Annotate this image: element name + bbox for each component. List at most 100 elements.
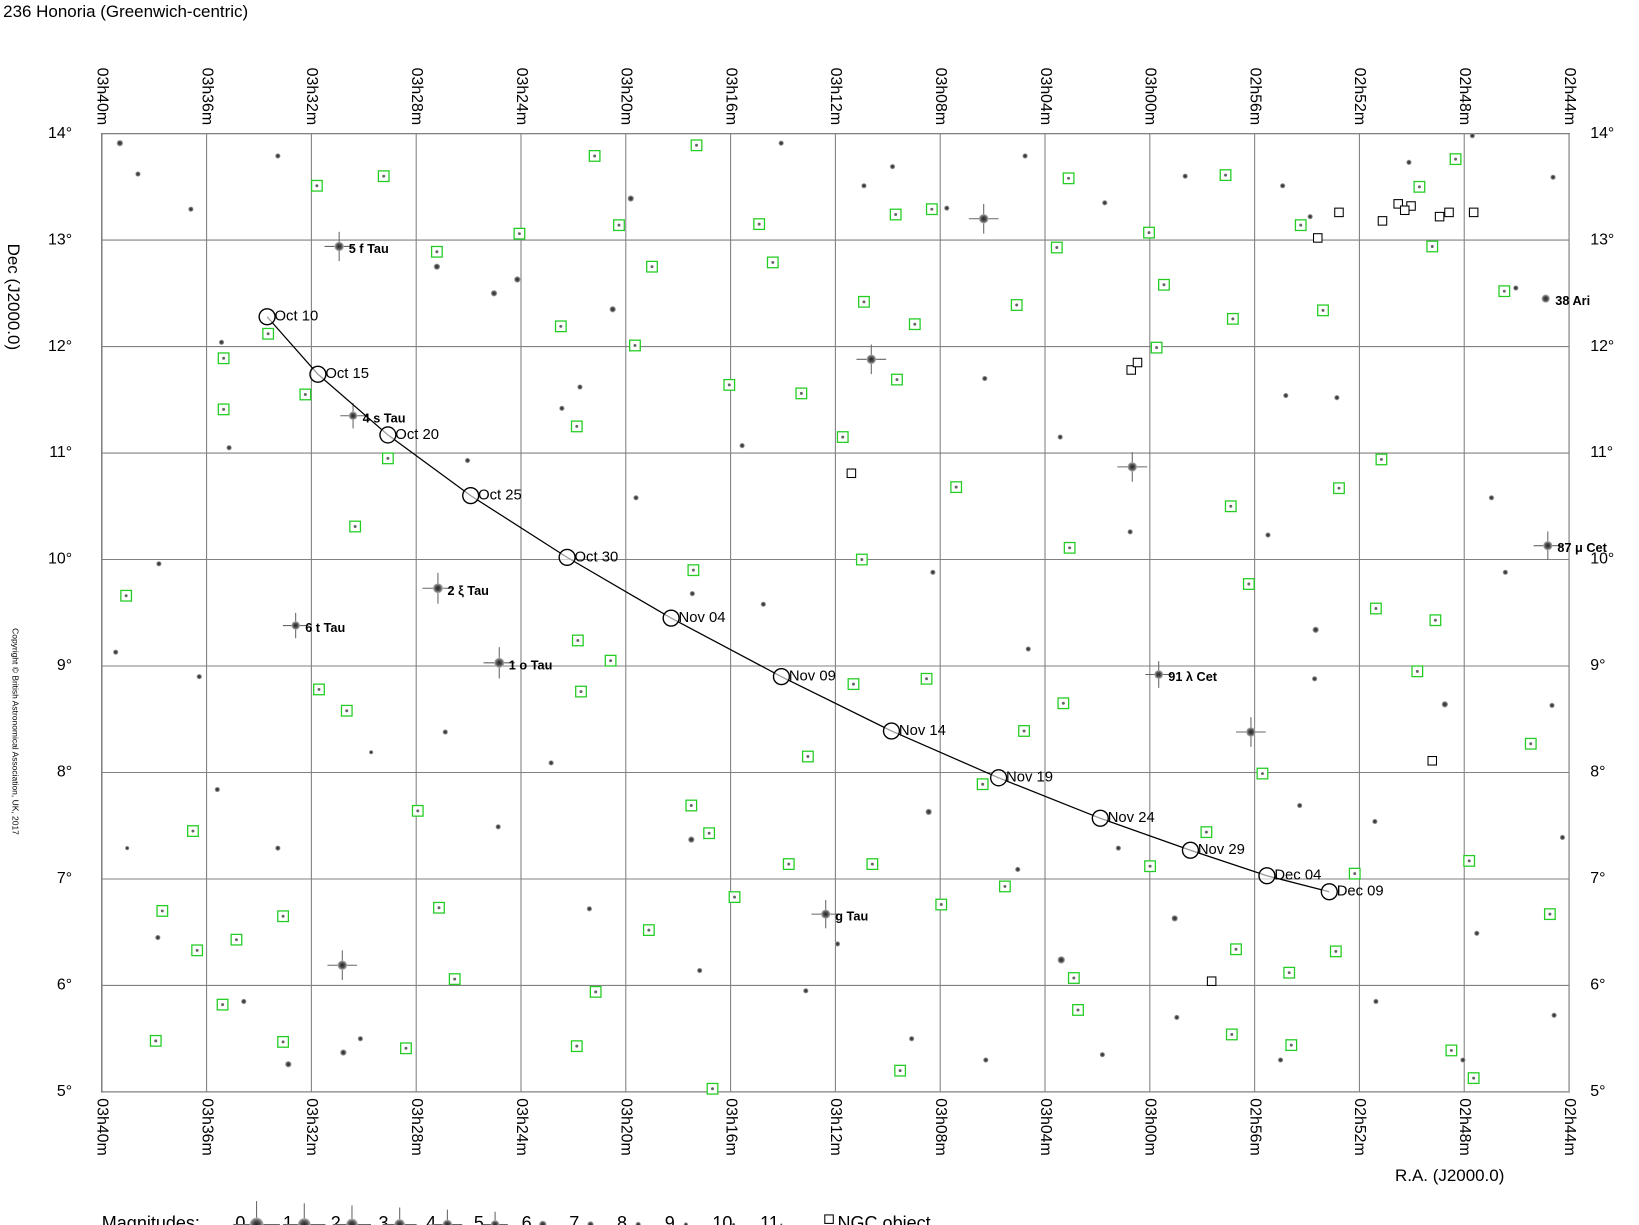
star xyxy=(340,1049,347,1056)
x-tick-label-top: 03h04m xyxy=(1037,68,1054,125)
star xyxy=(1015,866,1021,873)
galaxy-core xyxy=(195,948,199,952)
x-tick-label-top: 03h08m xyxy=(932,68,949,125)
galaxy-core xyxy=(404,1046,408,1050)
star-label: g Tau xyxy=(835,909,868,924)
legend-magnitude: 0 xyxy=(235,1213,245,1225)
named-star xyxy=(1541,294,1550,303)
star xyxy=(908,1036,915,1042)
star xyxy=(1057,434,1063,440)
legend-star xyxy=(732,1222,736,1225)
galaxy-core xyxy=(1529,742,1533,746)
y-tick-label-left: 8° xyxy=(57,764,72,781)
ngc-object xyxy=(1334,207,1344,218)
galaxy-core xyxy=(689,804,693,807)
legend-star xyxy=(490,1220,500,1225)
x-tick-label-top: 02h56m xyxy=(1246,68,1263,125)
star-label: 5 f Tau xyxy=(349,241,389,256)
track-point xyxy=(1091,809,1109,827)
star xyxy=(1550,174,1556,180)
galaxy-core xyxy=(1287,971,1291,975)
galaxy-core xyxy=(930,207,934,211)
field-stars xyxy=(113,133,1566,1068)
galaxy-core xyxy=(517,232,521,236)
named-star xyxy=(494,657,505,668)
named-star xyxy=(334,241,344,252)
track-point xyxy=(772,668,791,686)
track-label: Nov 04 xyxy=(679,610,726,626)
named-star xyxy=(1543,541,1553,551)
galaxy-core xyxy=(416,809,420,813)
x-tick-label-top: 03h40m xyxy=(94,68,111,125)
star xyxy=(861,183,867,189)
galaxy-core xyxy=(593,154,597,158)
star xyxy=(442,729,448,735)
galaxy-core xyxy=(353,525,357,528)
y-tick-label-left: 10° xyxy=(48,551,72,568)
x-tick-label-bottom: 03h24m xyxy=(513,1098,530,1155)
y-tick-label-right: 9° xyxy=(1590,657,1605,674)
galaxy-core xyxy=(841,435,845,439)
galaxy-core xyxy=(650,265,654,269)
galaxy-core xyxy=(851,682,855,686)
legend-star xyxy=(683,1222,689,1225)
galaxy-core xyxy=(787,862,791,866)
star-label: 2 ξ Tau xyxy=(447,583,488,598)
x-tick-label-bottom: 03h32m xyxy=(303,1098,320,1155)
galaxy-core xyxy=(559,324,563,328)
galaxy-core xyxy=(382,174,386,178)
ngc-object xyxy=(1434,211,1445,222)
named-star xyxy=(1154,670,1164,679)
track-label: Nov 09 xyxy=(789,669,836,685)
galaxy-core xyxy=(1321,308,1325,312)
star xyxy=(1265,532,1271,538)
track-label: Nov 24 xyxy=(1108,810,1155,826)
x-tick-label-bottom: 03h12m xyxy=(827,1098,844,1155)
galaxy-core xyxy=(691,568,695,572)
track-point xyxy=(258,308,276,326)
y-tick-label-left: 5° xyxy=(57,1083,72,1100)
star xyxy=(1025,646,1031,652)
x-tick-label-bottom: 03h00m xyxy=(1142,1098,1159,1155)
galaxy-core xyxy=(1148,864,1152,868)
galaxy-core xyxy=(862,300,866,304)
star xyxy=(559,405,565,411)
star xyxy=(609,306,616,313)
y-tick-label-right: 12° xyxy=(1590,338,1614,355)
star xyxy=(1513,285,1519,291)
star xyxy=(275,845,281,851)
galaxy-core xyxy=(266,332,270,336)
legend-ngc-label: NGC object xyxy=(838,1213,931,1225)
x-tick-label-bottom: 02h44m xyxy=(1561,1098,1578,1155)
star-label: 1 o Tau xyxy=(509,657,553,672)
galaxy-core xyxy=(1147,231,1151,235)
ngc-object xyxy=(1399,205,1410,216)
star xyxy=(1283,392,1289,399)
legend-star xyxy=(297,1218,311,1225)
galaxy-core xyxy=(1229,504,1233,508)
star xyxy=(803,988,809,994)
galaxies xyxy=(120,139,1556,1095)
star xyxy=(1279,183,1286,189)
star xyxy=(633,495,639,501)
track-point xyxy=(558,548,576,567)
star xyxy=(889,163,896,170)
galaxy-core xyxy=(1224,173,1228,177)
galaxy-core xyxy=(1072,976,1076,980)
star xyxy=(226,445,232,451)
galaxy-core xyxy=(1061,701,1065,705)
x-tick-label-bottom: 03h08m xyxy=(932,1098,949,1155)
star xyxy=(944,205,950,211)
galaxy-core xyxy=(707,831,711,835)
star xyxy=(1559,834,1566,841)
track-point xyxy=(462,486,480,505)
legend-star xyxy=(346,1218,358,1225)
legend-magnitude: 7 xyxy=(569,1213,579,1225)
legend-magnitude: 1 xyxy=(283,1213,293,1225)
galaxy-core xyxy=(345,709,349,713)
galaxy-core xyxy=(1067,176,1071,180)
star xyxy=(188,206,194,212)
ngc-object xyxy=(1444,207,1454,218)
galaxy-core xyxy=(576,638,580,642)
galaxy-core xyxy=(799,391,803,395)
